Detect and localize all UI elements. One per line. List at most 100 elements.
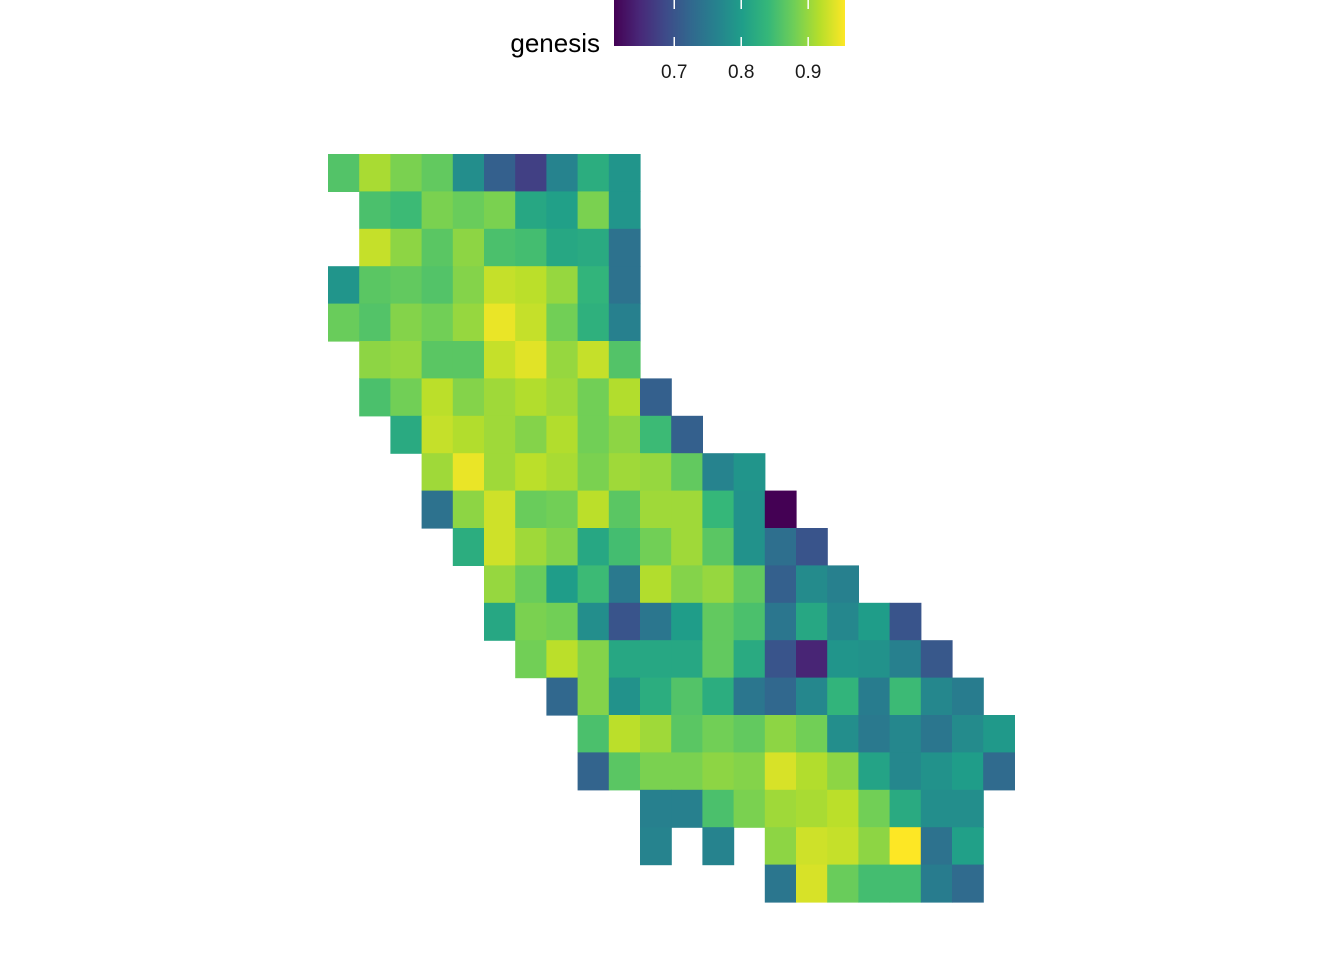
heatmap-cell [764,715,797,753]
heatmap-cell [515,602,547,641]
heatmap-cell [796,528,828,566]
heatmap-cell [546,154,579,192]
heatmap-cell [452,490,485,529]
heatmap-cell [889,864,922,903]
heatmap-cell [733,640,766,679]
heatmap-cell [889,752,922,791]
heatmap-cell [733,677,766,716]
heatmap-cell [640,715,672,753]
heatmap-cell [421,303,454,342]
heatmap-cell [733,453,766,492]
heatmap-cells [328,154,1015,903]
heatmap-cell [546,303,579,342]
heatmap-cell [608,640,641,679]
heatmap-cell [484,565,516,604]
heatmap-cell [515,490,547,529]
heatmap-cell [640,789,672,828]
heatmap-cell [702,528,735,566]
heatmap-cell [827,715,859,753]
heatmap-cell [359,378,391,417]
colorbar-ticks: 0.7 0.8 0.9 [661,0,821,83]
heatmap-cell [390,378,423,417]
colorbar [614,0,845,46]
legend-title: genesis [510,28,600,58]
heatmap-cell [546,191,579,230]
heatmap-cell [328,303,360,342]
heatmap-cell [920,864,953,903]
heatmap-cell [328,154,360,192]
heatmap-cell [577,415,610,454]
heatmap-cell [764,640,797,679]
heatmap-cell [421,154,454,192]
heatmap-cell [608,378,641,417]
heatmap-cell [952,864,984,903]
heatmap-cell [671,677,703,716]
heatmap-cell [608,752,641,791]
heatmap-cell [390,415,423,454]
heatmap-cell [577,341,610,379]
heatmap-cell [577,490,610,529]
heatmap-cell [484,191,516,230]
heatmap-cell [577,602,610,641]
heatmap-cell [546,453,579,492]
heatmap-cell [608,266,641,305]
heatmap-cell [359,341,391,379]
heatmap-cell [484,378,516,417]
heatmap-cell [640,378,672,417]
heatmap-cell [796,864,828,903]
heatmap-cell [546,677,579,716]
heatmap-cell [671,565,703,604]
heatmap-cell [577,378,610,417]
heatmap-cell [484,303,516,342]
heatmap-cell [764,565,797,604]
heatmap-cell [952,827,984,866]
heatmap-cell [983,752,1015,791]
heatmap-cell [640,490,672,529]
heatmap-cell [702,677,735,716]
heatmap-cell [920,789,953,828]
heatmap-cell [952,789,984,828]
heatmap-cell [640,677,672,716]
heatmap-cell [702,827,735,866]
heatmap-cell [515,378,547,417]
heatmap-cell [608,154,641,192]
heatmap-cell [889,715,922,753]
heatmap-cell [671,528,703,566]
heatmap-cell [733,789,766,828]
heatmap-cell [515,453,547,492]
heatmap-cell [546,415,579,454]
heatmap-cell [889,789,922,828]
heatmap-cell [702,453,735,492]
heatmap-cell [827,565,859,604]
heatmap-cell [827,602,859,641]
heatmap-cell [546,490,579,529]
heatmap-cell [608,715,641,753]
heatmap-cell [390,266,423,305]
heatmap-cell [577,453,610,492]
heatmap-cell [671,789,703,828]
heatmap-cell [764,602,797,641]
heatmap-cell [390,154,423,192]
heatmap-cell [889,827,922,866]
heatmap-cell [796,677,828,716]
heatmap-cell [764,490,797,529]
heatmap-cell [733,490,766,529]
heatmap-cell [952,752,984,791]
heatmap-cell [452,528,485,566]
heatmap-cell [796,827,828,866]
heatmap-cell [484,154,516,192]
heatmap-cell [796,752,828,791]
heatmap-cell [421,415,454,454]
heatmap-cell [640,602,672,641]
heatmap-cell [484,341,516,379]
heatmap-cell [515,528,547,566]
colorbar-tick-label: 0.9 [795,62,821,83]
colorbar-tick-label: 0.7 [661,62,687,83]
heatmap-cell [608,228,641,267]
colorbar-tick-label: 0.8 [728,62,754,83]
heatmap-cell [764,827,797,866]
heatmap-cell [484,490,516,529]
heatmap-cell [858,677,891,716]
heatmap-cell [484,415,516,454]
heatmap-cell [796,715,828,753]
